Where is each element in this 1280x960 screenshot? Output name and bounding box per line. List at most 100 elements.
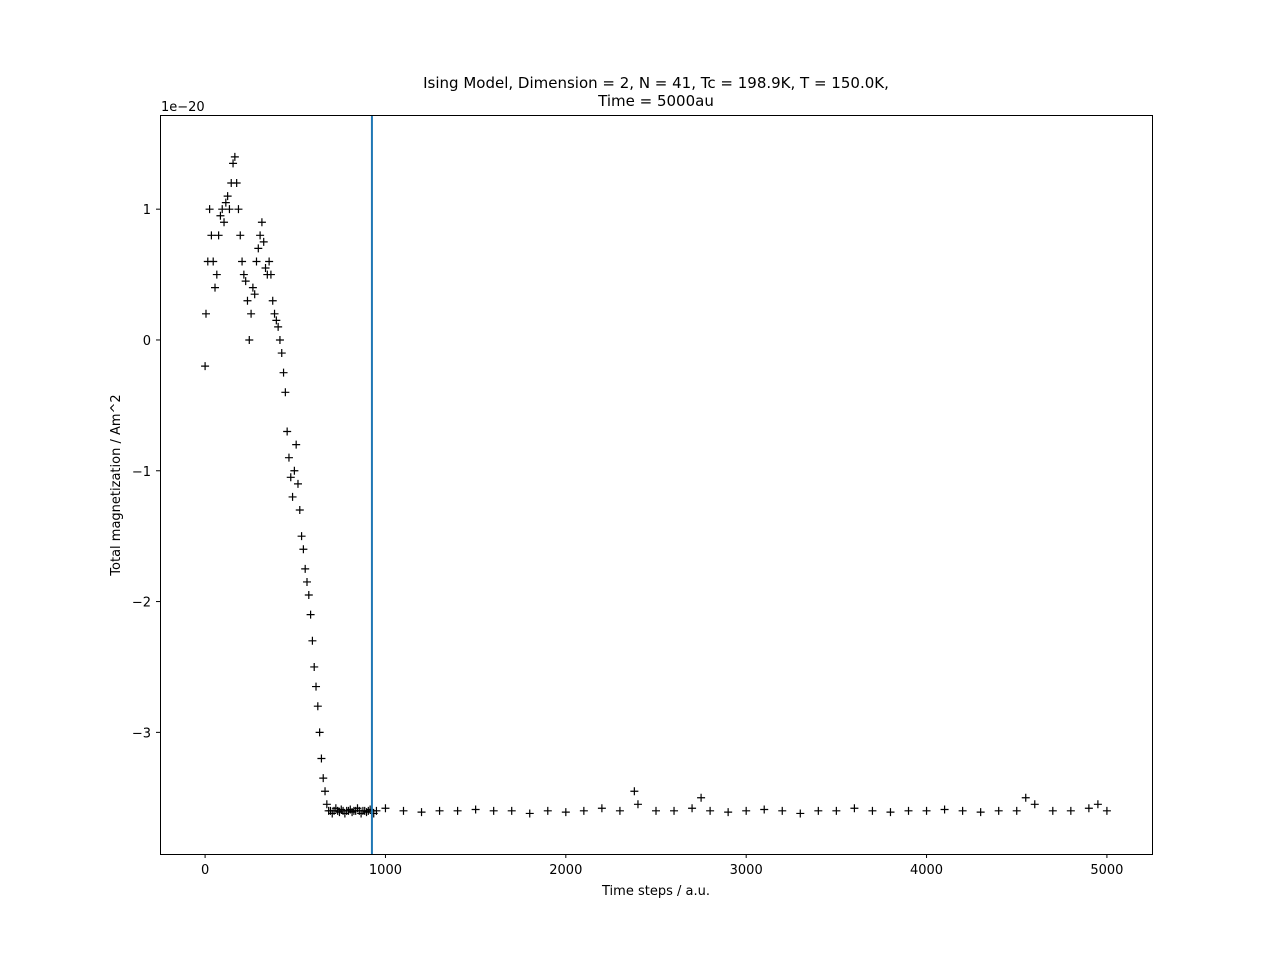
x-tick-label: 0 <box>201 863 209 878</box>
y-tick-label: 1 <box>143 203 151 218</box>
data-point <box>994 806 1003 815</box>
data-point <box>308 636 317 645</box>
data-point <box>239 270 248 279</box>
data-point <box>317 754 326 763</box>
y-axis-ticks: −3 −2 −1 0 1 <box>132 203 160 741</box>
data-point <box>212 270 221 279</box>
data-point <box>922 806 931 815</box>
data-point <box>223 192 232 201</box>
data-point <box>236 231 245 240</box>
data-point <box>724 808 733 817</box>
data-point <box>205 205 214 214</box>
y-tick-label: −2 <box>132 596 151 611</box>
data-point <box>248 283 257 292</box>
y-axis-label: Total magnetization / Am^2 <box>109 394 124 576</box>
data-point <box>207 231 216 240</box>
data-point <box>211 283 220 292</box>
data-points <box>201 152 1111 818</box>
data-point <box>940 805 949 814</box>
data-point <box>706 806 715 815</box>
data-point <box>270 309 279 318</box>
data-point <box>904 806 913 815</box>
data-point <box>259 237 268 246</box>
data-point <box>221 198 230 207</box>
data-point <box>230 152 239 161</box>
data-point <box>525 809 534 818</box>
data-point <box>299 545 308 554</box>
data-point <box>234 205 243 214</box>
x-tick-label: 3000 <box>730 863 763 878</box>
data-point <box>279 368 288 377</box>
y-offset-label: 1e−20 <box>161 100 205 115</box>
y-tick-label: −3 <box>132 726 151 741</box>
data-point <box>579 806 588 815</box>
data-point <box>220 218 229 227</box>
data-point <box>275 335 284 344</box>
data-point <box>337 805 346 814</box>
data-point <box>295 506 304 515</box>
data-point <box>381 804 390 813</box>
data-point <box>247 309 256 318</box>
data-point <box>243 296 252 305</box>
data-point <box>274 322 283 331</box>
data-point <box>245 335 254 344</box>
data-point <box>252 257 261 266</box>
data-point <box>886 808 895 817</box>
data-point <box>760 805 769 814</box>
data-point <box>301 564 310 573</box>
data-point <box>304 591 313 600</box>
data-point <box>292 440 301 449</box>
data-point <box>319 774 328 783</box>
data-point <box>293 479 302 488</box>
data-point <box>543 806 552 815</box>
data-point <box>216 211 225 220</box>
data-point <box>507 806 516 815</box>
data-point <box>832 806 841 815</box>
data-point <box>201 362 210 371</box>
data-point <box>1093 800 1102 809</box>
data-point <box>958 806 967 815</box>
x-tick-label: 5000 <box>1090 863 1123 878</box>
data-point <box>313 702 322 711</box>
data-point <box>778 806 787 815</box>
y-tick-label: 0 <box>143 334 151 349</box>
data-point <box>310 662 319 671</box>
data-point <box>290 466 299 475</box>
data-point <box>312 682 321 691</box>
data-point <box>348 808 357 817</box>
data-point <box>266 270 275 279</box>
data-point <box>241 277 250 286</box>
data-point <box>630 787 639 796</box>
data-point <box>453 806 462 815</box>
data-point <box>281 388 290 397</box>
data-point <box>297 532 306 541</box>
x-tick-label: 4000 <box>910 863 943 878</box>
data-point <box>471 805 480 814</box>
data-point <box>321 787 330 796</box>
data-point <box>214 231 223 240</box>
data-point <box>633 800 642 809</box>
data-point <box>265 257 274 266</box>
data-point <box>417 808 426 817</box>
data-point <box>597 804 606 813</box>
data-point <box>1084 804 1093 813</box>
x-tick-label: 2000 <box>549 863 582 878</box>
data-point <box>250 290 259 299</box>
data-point <box>256 231 265 240</box>
data-point <box>670 806 679 815</box>
data-point <box>1030 800 1039 809</box>
data-point <box>225 205 234 214</box>
data-point <box>232 179 241 188</box>
data-point <box>288 492 297 501</box>
data-point <box>286 473 295 482</box>
data-point <box>238 257 247 266</box>
x-tick-label: 1000 <box>369 863 402 878</box>
data-point <box>814 806 823 815</box>
x-axis-ticks: 0 1000 2000 3000 4000 5000 <box>201 854 1123 878</box>
chart-title-line-2: Time = 5000au <box>597 92 714 110</box>
data-point <box>1048 806 1057 815</box>
data-point <box>283 427 292 436</box>
data-point <box>218 205 227 214</box>
data-point <box>257 218 266 227</box>
data-point <box>272 316 281 325</box>
